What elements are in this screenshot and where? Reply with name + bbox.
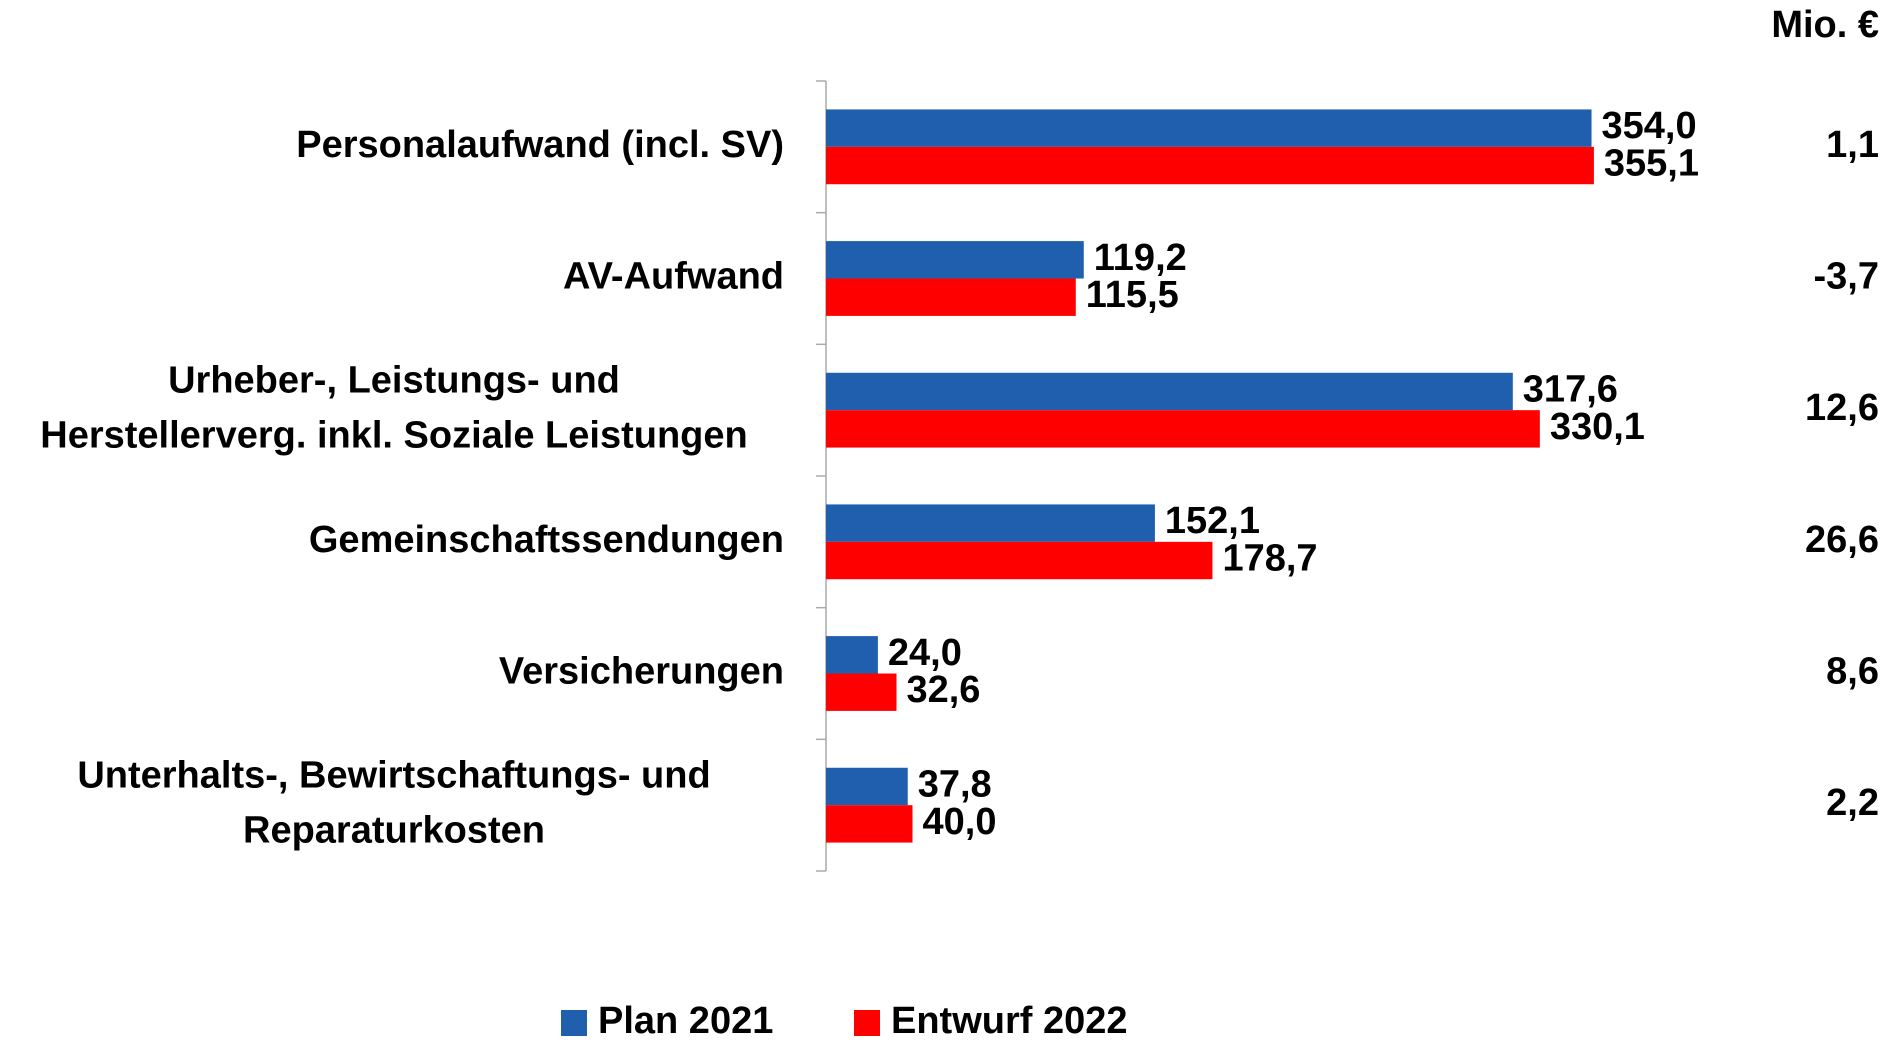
y-tick-label: Personalaufwand (incl. SV) [296, 124, 784, 166]
label-line: Urheber-, Leistungs- und [168, 360, 620, 402]
legend-label: Entwurf 2022 [891, 1000, 1128, 1042]
label-line: Versicherungen [499, 651, 784, 693]
y-tick-label: Gemeinschaftssendungen [309, 519, 784, 561]
value-label: 355,1 [1604, 143, 1699, 185]
bar [826, 241, 1084, 279]
difference-label: 8,6 [1826, 651, 1879, 693]
label-line: Unterhalts-, Bewirtschaftungs- und [77, 755, 710, 797]
difference-label: 1,1 [1826, 124, 1879, 166]
value-label: 115,5 [1086, 274, 1179, 316]
difference-label: 26,6 [1805, 519, 1879, 561]
value-label: 317,6 [1523, 368, 1618, 410]
bar [826, 541, 1213, 580]
y-tick-label: Unterhalts-, Bewirtschaftungs- und Repara… [77, 755, 710, 852]
y-tick-label: Versicherungen [499, 651, 784, 693]
label-line: Reparaturkosten [243, 810, 545, 852]
label-line: Personalaufwand (incl. SV) [296, 124, 784, 166]
legend-swatch [854, 1010, 880, 1036]
y-tick-label: AV-Aufwand [563, 256, 784, 298]
legend-label: Plan 2021 [598, 1000, 773, 1042]
label-line: Gemeinschaftssendungen [309, 519, 784, 561]
value-label: 178,7 [1222, 538, 1317, 580]
bar [826, 767, 908, 806]
bar [826, 146, 1594, 185]
bar [826, 410, 1540, 448]
bar [826, 504, 1155, 542]
unit-label: Mio. € [1771, 4, 1879, 46]
label-line: AV-Aufwand [563, 256, 784, 298]
bar [826, 109, 1592, 147]
label-line: Herstellerverg. inkl. Soziale Leistungen [40, 415, 747, 457]
value-label: 354,0 [1602, 105, 1697, 147]
value-label: 330,1 [1550, 406, 1645, 448]
value-label: 37,8 [918, 763, 992, 805]
bar [826, 673, 897, 711]
difference-label: 12,6 [1805, 387, 1879, 429]
value-label: 40,0 [923, 801, 997, 843]
value-label: 119,2 [1094, 237, 1187, 279]
legend-swatch [561, 1010, 587, 1036]
y-tick-label: Urheber-, Leistungs- und Herstellerverg. … [40, 360, 747, 457]
value-label: 152,1 [1165, 500, 1260, 542]
bar [826, 636, 878, 674]
bar [826, 805, 913, 843]
bar [826, 372, 1513, 411]
value-label: 32,6 [906, 669, 980, 711]
bar [826, 278, 1076, 316]
difference-label: 2,2 [1826, 782, 1879, 824]
value-label: 24,0 [888, 632, 962, 674]
difference-label: -3,7 [1814, 256, 1879, 298]
